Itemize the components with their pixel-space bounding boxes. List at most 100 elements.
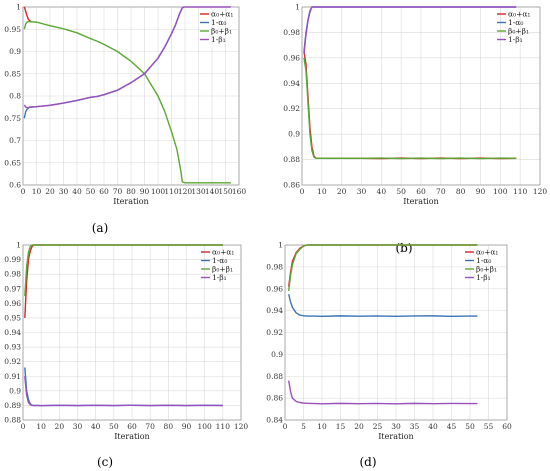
grid-lines xyxy=(284,244,508,421)
x-tick-label: 100 xyxy=(151,187,166,196)
y-tick-label: 0.96 xyxy=(266,284,283,293)
y-tick-label: 0.9 xyxy=(271,350,283,359)
legend-label: α₀+α₁ xyxy=(508,10,530,19)
y-tick-label: 1 xyxy=(278,241,283,250)
y-tick-label: 0.96 xyxy=(4,299,21,308)
x-tick-label: 40 xyxy=(377,187,387,196)
x-tick-label: 30 xyxy=(357,187,367,196)
x-tick-label: 25 xyxy=(373,422,383,431)
x-tick-label: 0 xyxy=(21,187,26,196)
y-tick-label: 1 xyxy=(16,241,21,250)
y-tick-label: 1 xyxy=(295,3,300,12)
series-line-one-minus-beta1 xyxy=(288,380,478,405)
legend-label: α₀+α₁ xyxy=(212,248,234,257)
x-tick-label: 140 xyxy=(205,187,220,196)
chart-c: 0 10 20 30 40 50 60 70 80 90 100 110 120 0.88 0.89 0.9 0… xyxy=(4,241,248,470)
x-tick-label: 80 xyxy=(164,422,174,431)
x-tick-label: 10 xyxy=(317,422,327,431)
x-tick-label: 160 xyxy=(232,187,247,196)
y-tick-label: 0.65 xyxy=(4,158,21,167)
y-tick-label: 0.75 xyxy=(4,114,21,123)
x-tick-label: 70 xyxy=(145,422,155,431)
y-tick-label: 0.85 xyxy=(4,69,21,78)
x-tick-label: 120 xyxy=(178,187,193,196)
x-tick-label: 90 xyxy=(140,187,150,196)
x-tick-label: 55 xyxy=(484,422,494,431)
x-tick-label: 60 xyxy=(416,187,426,196)
x-tick-label: 70 xyxy=(113,187,123,196)
y-tick-label: 0.88 xyxy=(266,372,283,381)
series-line-beta-sum xyxy=(303,57,517,160)
legend-label: 1-β₁ xyxy=(211,35,226,44)
y-tick-label: 0.8 xyxy=(9,92,21,101)
series-line-alpha-sum xyxy=(23,6,32,22)
series-line-one-minus-beta1 xyxy=(23,6,231,109)
y-tick-label: 0.9 xyxy=(9,47,21,56)
x-tick-label: 0 xyxy=(300,187,305,196)
series-line-alpha-sum xyxy=(303,51,517,160)
x-tick-label: 60 xyxy=(99,187,109,196)
grid-lines xyxy=(22,244,242,421)
y-tick-label: 0.92 xyxy=(266,328,283,337)
x-tick-label: 90 xyxy=(182,422,192,431)
x-tick-label: 120 xyxy=(533,187,548,196)
x-tick-label: 35 xyxy=(410,422,420,431)
x-tick-label: 5 xyxy=(301,422,306,431)
x-tick-label: 80 xyxy=(126,187,136,196)
series-line-one-minus-alpha0 xyxy=(24,367,223,407)
legend-label: 1-α₀ xyxy=(212,256,227,265)
y-tick-label: 0.92 xyxy=(4,357,21,366)
y-tick-label: 0.92 xyxy=(283,104,300,113)
legend-label: 1-α₀ xyxy=(211,18,226,27)
panel-caption: (d) xyxy=(359,455,376,469)
y-tick-label: 0.7 xyxy=(9,136,21,145)
x-axis-label: Iteration xyxy=(113,197,148,206)
x-tick-label: 10 xyxy=(317,187,327,196)
x-tick-label: 0 xyxy=(283,422,288,431)
y-tick-label: 0.96 xyxy=(283,53,300,62)
x-tick-label: 40 xyxy=(428,422,438,431)
x-tick-label: 50 xyxy=(109,422,119,431)
legend-label: 1-β₁ xyxy=(212,273,227,282)
x-tick-label: 20 xyxy=(55,422,65,431)
legend-label: 1-β₁ xyxy=(508,35,523,44)
y-tick-label: 0.98 xyxy=(266,262,283,271)
y-tick-label: 0.93 xyxy=(4,343,21,352)
series-line-one-minus-alpha0 xyxy=(288,294,478,318)
legend-label: 1-α₀ xyxy=(476,256,491,265)
x-tick-label: 15 xyxy=(336,422,346,431)
y-tick-label: 0.88 xyxy=(4,416,21,425)
x-tick-label: 150 xyxy=(218,187,233,196)
x-tick-label: 130 xyxy=(191,187,206,196)
legend-label: α₀+α₁ xyxy=(211,10,233,19)
x-tick-label: 20 xyxy=(337,187,347,196)
y-tick-label: 0.98 xyxy=(4,270,21,279)
x-tick-label: 110 xyxy=(164,187,179,196)
series-line-beta-sum xyxy=(23,20,231,184)
x-axis-label: Iteration xyxy=(378,432,413,441)
x-tick-label: 90 xyxy=(476,187,486,196)
y-tick-label: 0.6 xyxy=(9,181,21,190)
y-tick-label: 0.86 xyxy=(283,181,300,190)
series-line-one-minus-beta1 xyxy=(303,6,517,55)
x-tick-label: 50 xyxy=(396,187,406,196)
panel-caption: (b) xyxy=(395,241,412,255)
x-tick-label: 100 xyxy=(493,187,508,196)
series-line-alpha-sum xyxy=(24,244,223,318)
y-tick-label: 0.9 xyxy=(9,386,21,395)
x-tick-label: 60 xyxy=(502,422,512,431)
x-tick-label: 110 xyxy=(216,422,231,431)
y-tick-label: 0.88 xyxy=(283,155,300,164)
x-tick-label: 30 xyxy=(73,422,83,431)
y-tick-label: 0.94 xyxy=(4,328,21,337)
x-tick-label: 80 xyxy=(456,187,466,196)
y-tick-label: 0.86 xyxy=(266,394,283,403)
series-line-beta-sum xyxy=(24,244,223,297)
legend-label: 1-β₁ xyxy=(476,273,491,282)
x-tick-label: 20 xyxy=(45,187,55,196)
y-tick-label: 0.9 xyxy=(288,130,300,139)
x-tick-label: 40 xyxy=(72,187,82,196)
